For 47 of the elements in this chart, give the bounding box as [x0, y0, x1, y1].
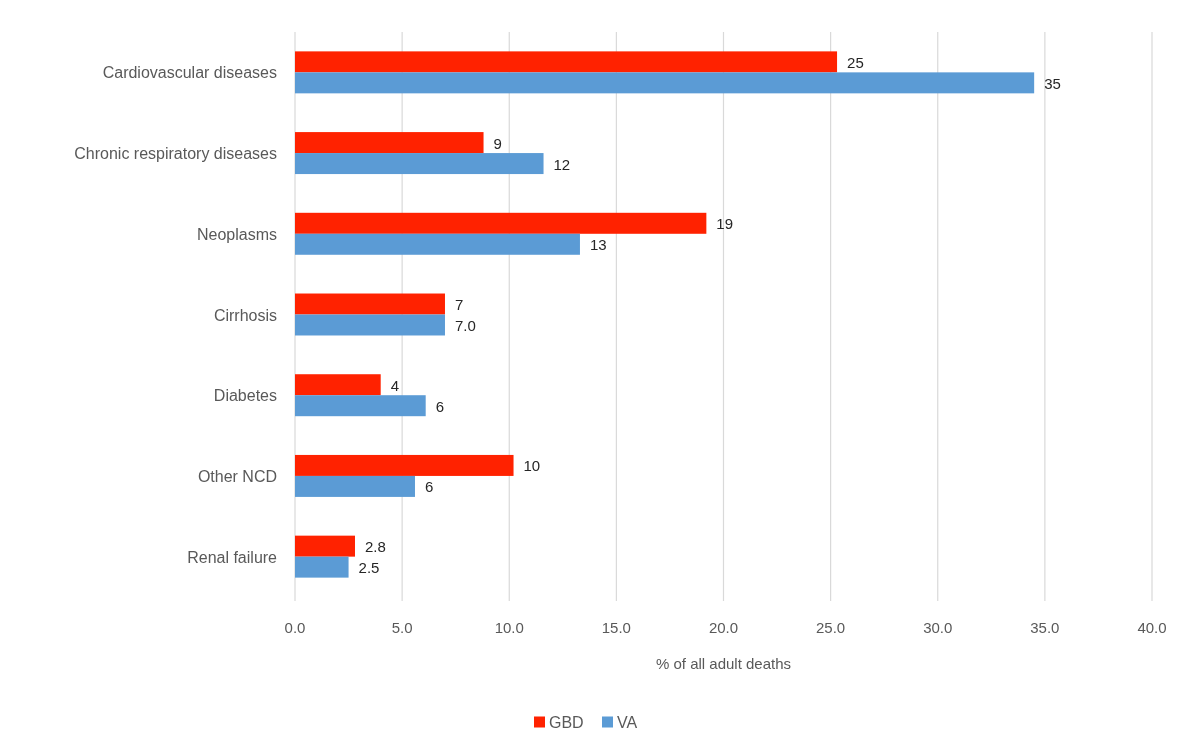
- data-label: 35: [1044, 74, 1061, 92]
- bar: [295, 293, 445, 315]
- bar: [295, 556, 349, 578]
- bar: [295, 132, 484, 154]
- data-label: 19: [716, 214, 734, 232]
- x-tick-label: 5.0: [391, 618, 413, 636]
- y-tick-label: Diabetes: [213, 386, 277, 404]
- y-tick-label: Renal failure: [187, 548, 278, 566]
- x-tick-label: 20.0: [708, 618, 739, 636]
- data-label: 6: [435, 397, 445, 415]
- y-tick-label: Cardiovascular diseases: [102, 63, 277, 81]
- x-tick-label: 40.0: [1137, 618, 1167, 636]
- data-label: 2.8: [364, 537, 386, 555]
- x-tick-label: 30.0: [923, 618, 953, 636]
- data-label: 9: [493, 134, 502, 152]
- bar: [295, 72, 1035, 94]
- data-label: 10: [523, 456, 541, 474]
- data-label: 6: [424, 477, 434, 495]
- y-tick-label: Chronic respiratory diseases: [74, 144, 277, 162]
- legend-label: VA: [617, 713, 638, 731]
- data-label: 7.0: [454, 316, 476, 334]
- bar: [295, 51, 838, 73]
- bar: [295, 212, 707, 234]
- data-label: 4: [390, 376, 400, 394]
- data-label: 12: [553, 155, 571, 173]
- x-axis-title: % of all adult deaths: [655, 654, 792, 672]
- x-tick-label: 10.0: [494, 618, 524, 636]
- data-label: 7: [454, 295, 464, 313]
- bar: [295, 153, 544, 175]
- y-tick-label: Neoplasms: [196, 225, 277, 243]
- x-tick-label: 25.0: [816, 618, 846, 636]
- bar: [295, 395, 426, 417]
- y-tick-label: Cirrhosis: [213, 306, 277, 323]
- x-tick-label: 35.0: [1030, 618, 1060, 636]
- data-label: 2.5: [358, 558, 380, 576]
- bar: [295, 314, 445, 336]
- data-label: 25: [847, 53, 864, 71]
- y-tick-label: Other NCD: [197, 467, 277, 485]
- legend-label: GBD: [549, 713, 584, 731]
- bar: [295, 374, 381, 396]
- bar: [295, 475, 415, 497]
- x-tick-label: 15.0: [601, 618, 631, 636]
- data-label: 13: [589, 235, 607, 253]
- bar: [295, 454, 514, 476]
- bar: [295, 233, 580, 255]
- x-tick-label: 0.0: [284, 618, 306, 636]
- bar: [295, 535, 355, 557]
